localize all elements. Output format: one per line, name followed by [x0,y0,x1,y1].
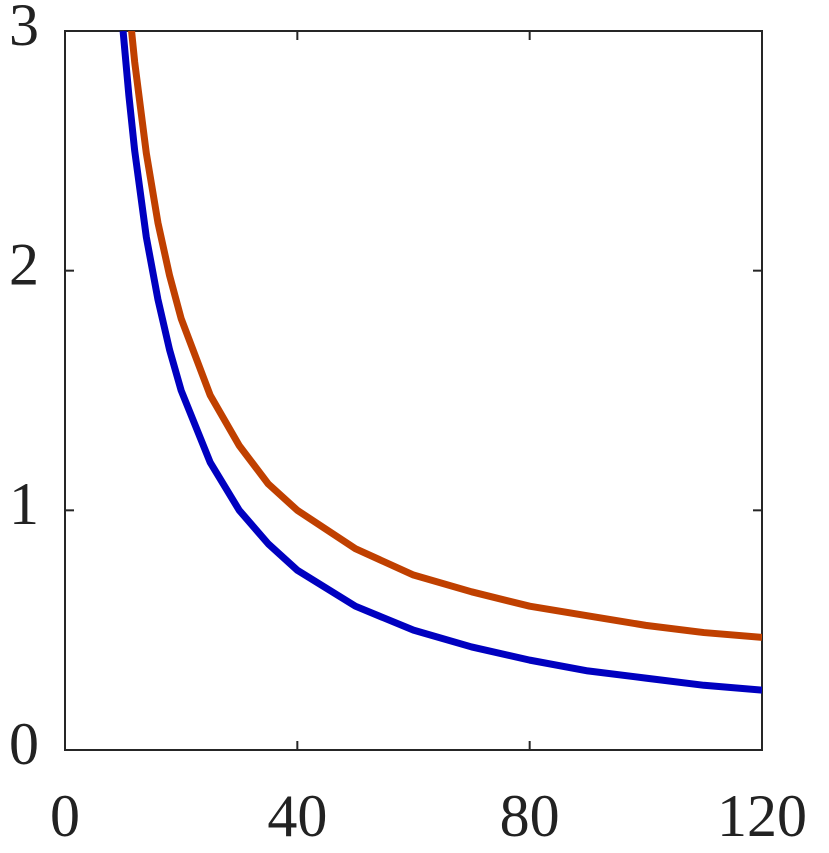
y-tick-label: 3 [9,0,39,58]
series-line [119,31,762,694]
x-tick-label: 120 [717,783,807,849]
x-tick-label: 0 [50,783,80,849]
y-tick-label: 2 [9,231,39,297]
series-line [128,31,762,641]
x-tick-label: 40 [267,783,327,849]
y-tick-label: 1 [9,471,39,537]
plot-area [119,31,762,694]
plot-frame [64,30,763,751]
x-tick-label: 80 [500,783,560,849]
y-tick-label: 0 [9,711,39,777]
